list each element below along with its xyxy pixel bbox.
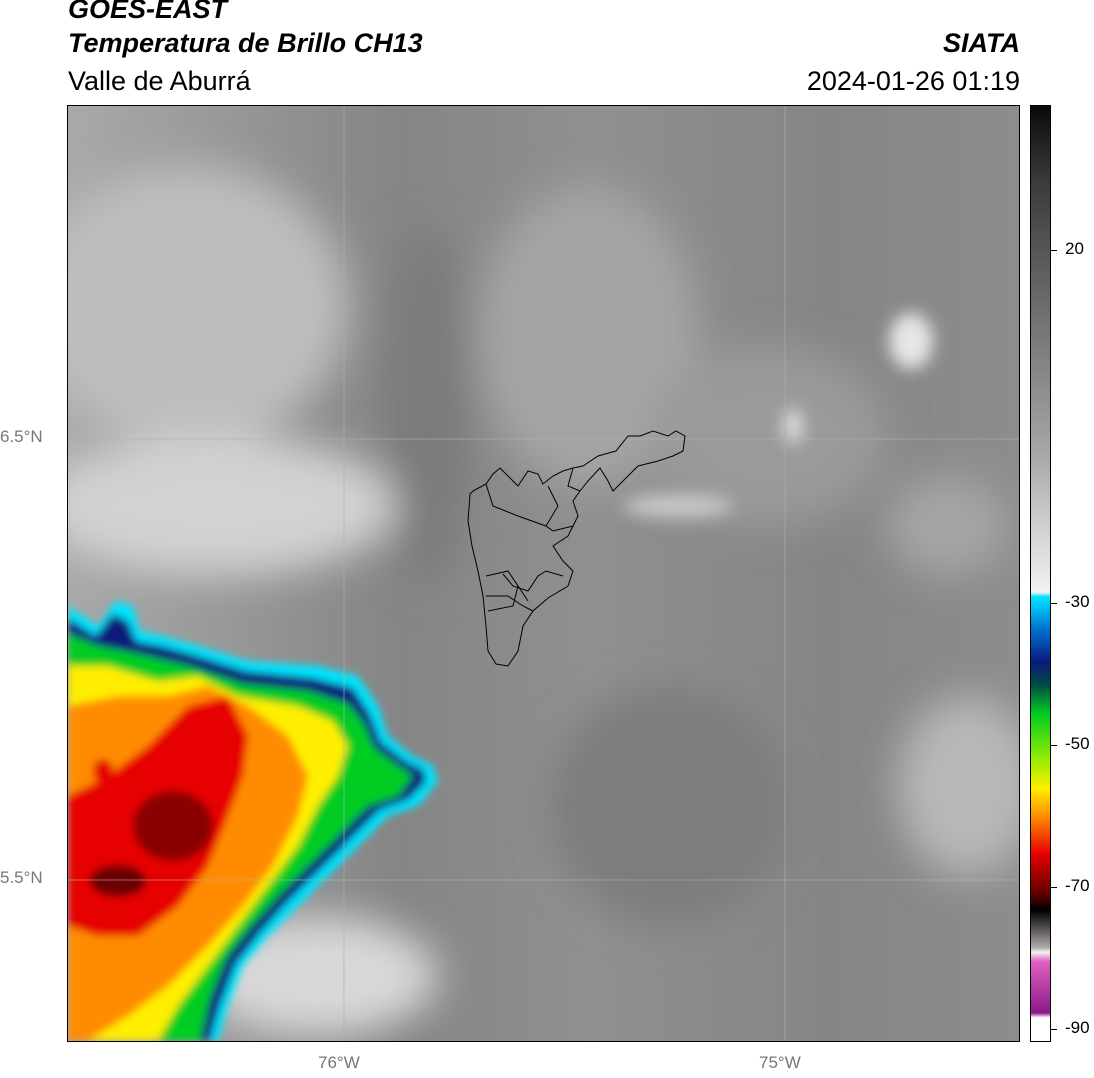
colorbar bbox=[1030, 105, 1051, 1042]
municipality-boundaries bbox=[467, 430, 686, 667]
colorbar-tick-minus30 bbox=[1051, 603, 1057, 604]
colorbar-label-minus90: -90 bbox=[1065, 1018, 1090, 1037]
colorbar-label-minus70: -70 bbox=[1065, 876, 1090, 895]
colorbar-tick-minus70 bbox=[1051, 887, 1057, 888]
organization-label: SIATA bbox=[943, 28, 1020, 58]
grid-lines bbox=[68, 106, 1019, 1041]
product-title: Temperatura de Brillo CH13 bbox=[68, 28, 423, 58]
convective-cloud bbox=[68, 601, 438, 1041]
colorbar-label-minus50: -50 bbox=[1065, 734, 1090, 753]
satellite-map[interactable] bbox=[67, 105, 1020, 1042]
colorbar-label-20: 20 bbox=[1065, 239, 1084, 258]
region-subtitle: Valle de Aburrá bbox=[68, 66, 251, 96]
colorbar-tick-minus90 bbox=[1051, 1029, 1057, 1030]
lon-label-76w: 76°W bbox=[318, 1053, 360, 1072]
map-canvas bbox=[68, 106, 1019, 1041]
colorbar-tick-20 bbox=[1051, 250, 1057, 251]
lon-label-75w: 75°W bbox=[759, 1053, 801, 1072]
satellite-title: GOES-EAST bbox=[68, 0, 228, 24]
timestamp-label: 2024-01-26 01:19 bbox=[806, 66, 1020, 96]
colorbar-gradient bbox=[1031, 106, 1050, 1041]
lat-label-6-5: 6.5°N bbox=[0, 427, 43, 446]
bright-spots bbox=[623, 313, 933, 518]
colorbar-tick-minus50 bbox=[1051, 745, 1057, 746]
lat-label-5-5: 5.5°N bbox=[0, 868, 43, 887]
colorbar-label-minus30: -30 bbox=[1065, 592, 1090, 611]
cloud-texture bbox=[68, 166, 1019, 1036]
